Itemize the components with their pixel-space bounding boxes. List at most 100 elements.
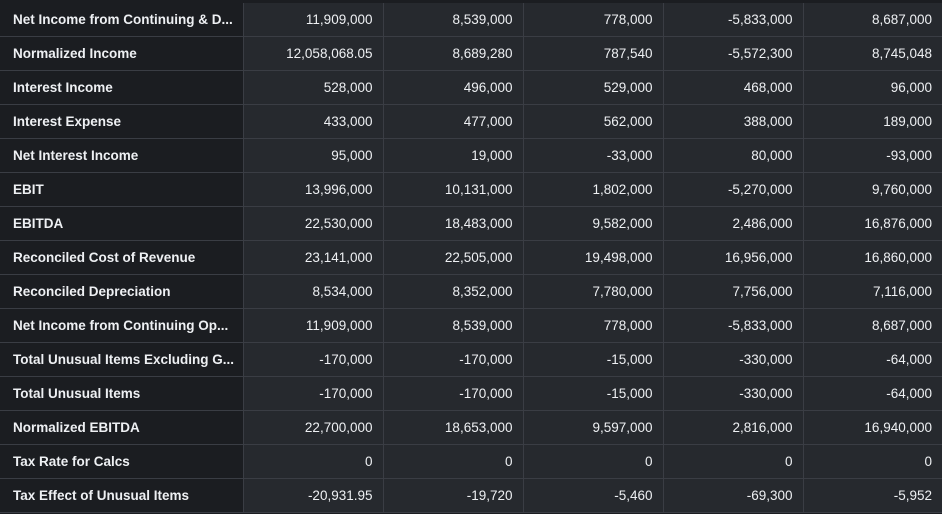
value-cell: 9,582,000 [522, 206, 664, 241]
value-cell: -170,000 [242, 342, 384, 377]
value-cell: 2,486,000 [662, 206, 804, 241]
value-cell: -170,000 [242, 376, 384, 411]
table-row[interactable]: Reconciled Depreciation 8,534,000 8,352,00… [0, 274, 942, 309]
value-cell: 12,058,068.05 [242, 36, 384, 71]
value-cell: 8,539,000 [382, 308, 524, 343]
table-row[interactable]: Net Income from Continuing Op... 11,909,0… [0, 308, 942, 343]
value-cell: 22,505,000 [382, 240, 524, 275]
table-body: Net Income from Continuing & D... 11,909,… [0, 3, 942, 513]
value-cell: 22,700,000 [242, 410, 384, 445]
value-cell: -15,000 [522, 342, 664, 377]
row-label: EBITDA [0, 206, 244, 241]
value-cell: 8,687,000 [802, 3, 942, 37]
table-row[interactable]: Net Income from Continuing & D... 11,909,… [0, 3, 942, 37]
row-label: Interest Income [0, 70, 244, 105]
row-label: Normalized EBITDA [0, 410, 244, 445]
value-cell: 496,000 [382, 70, 524, 105]
value-cell: -64,000 [802, 376, 942, 411]
value-cell: 8,687,000 [802, 308, 942, 343]
value-cell: 2,816,000 [662, 410, 804, 445]
row-label: Net Interest Income [0, 138, 244, 173]
value-cell: -330,000 [662, 376, 804, 411]
value-cell: 778,000 [522, 308, 664, 343]
value-cell: -15,000 [522, 376, 664, 411]
value-cell: 18,653,000 [382, 410, 524, 445]
value-cell: -64,000 [802, 342, 942, 377]
value-cell: 19,498,000 [522, 240, 664, 275]
row-label: Total Unusual Items Excluding G... [0, 342, 244, 377]
table-row[interactable]: Total Unusual Items -170,000 -170,000 -15,0… [0, 376, 942, 411]
table-row[interactable]: EBIT 13,996,000 10,131,000 1,802,000 -5,270,… [0, 172, 942, 207]
value-cell: -20,931.95 [242, 478, 384, 513]
value-cell: -5,952 [802, 478, 942, 513]
income-statement-table: Net Income from Continuing & D... 11,909,… [0, 3, 942, 513]
value-cell: 8,352,000 [382, 274, 524, 309]
value-cell: -170,000 [382, 376, 524, 411]
value-cell: 7,780,000 [522, 274, 664, 309]
value-cell: 96,000 [802, 70, 942, 105]
value-cell: 7,756,000 [662, 274, 804, 309]
table-row[interactable]: Normalized Income 12,058,068.05 8,689,280 7… [0, 36, 942, 71]
row-label: Tax Effect of Unusual Items [0, 478, 244, 513]
table-row[interactable]: Reconciled Cost of Revenue 23,141,000 22,5… [0, 240, 942, 275]
value-cell: 11,909,000 [242, 308, 384, 343]
value-cell: 16,876,000 [802, 206, 942, 241]
value-cell: 9,760,000 [802, 172, 942, 207]
value-cell: 23,141,000 [242, 240, 384, 275]
value-cell: 8,534,000 [242, 274, 384, 309]
value-cell: 19,000 [382, 138, 524, 173]
value-cell: -330,000 [662, 342, 804, 377]
value-cell: 95,000 [242, 138, 384, 173]
value-cell: 0 [802, 444, 942, 479]
table-row[interactable]: EBITDA 22,530,000 18,483,000 9,582,000 2,486… [0, 206, 942, 241]
value-cell: 189,000 [802, 104, 942, 139]
value-cell: 0 [662, 444, 804, 479]
value-cell: 80,000 [662, 138, 804, 173]
row-label: Reconciled Depreciation [0, 274, 244, 309]
value-cell: 529,000 [522, 70, 664, 105]
value-cell: 18,483,000 [382, 206, 524, 241]
value-cell: 9,597,000 [522, 410, 664, 445]
value-cell: -69,300 [662, 478, 804, 513]
table-row[interactable]: Net Interest Income 95,000 19,000 -33,000 80… [0, 138, 942, 173]
table-row[interactable]: Interest Income 528,000 496,000 529,000 468,… [0, 70, 942, 105]
value-cell: 468,000 [662, 70, 804, 105]
table-row[interactable]: Tax Rate for Calcs 0 0 0 0 0 [0, 444, 942, 479]
value-cell: 8,539,000 [382, 3, 524, 37]
value-cell: 16,860,000 [802, 240, 942, 275]
table-row[interactable]: Tax Effect of Unusual Items -20,931.95 -19… [0, 478, 942, 513]
value-cell: -33,000 [522, 138, 664, 173]
value-cell: 11,909,000 [242, 3, 384, 37]
value-cell: 16,956,000 [662, 240, 804, 275]
value-cell: 8,745,048 [802, 36, 942, 71]
row-label: Net Income from Continuing & D... [0, 3, 244, 37]
table-row[interactable]: Normalized EBITDA 22,700,000 18,653,000 9,5… [0, 410, 942, 445]
value-cell: -5,833,000 [662, 308, 804, 343]
row-label: Total Unusual Items [0, 376, 244, 411]
value-cell: 10,131,000 [382, 172, 524, 207]
value-cell: 1,802,000 [522, 172, 664, 207]
value-cell: -5,460 [522, 478, 664, 513]
value-cell: 477,000 [382, 104, 524, 139]
value-cell: 16,940,000 [802, 410, 942, 445]
value-cell: -93,000 [802, 138, 942, 173]
value-cell: 7,116,000 [802, 274, 942, 309]
row-label: Interest Expense [0, 104, 244, 139]
value-cell: 0 [382, 444, 524, 479]
value-cell: 13,996,000 [242, 172, 384, 207]
value-cell: 433,000 [242, 104, 384, 139]
value-cell: -19,720 [382, 478, 524, 513]
row-label: Net Income from Continuing Op... [0, 308, 244, 343]
value-cell: 0 [522, 444, 664, 479]
value-cell: 787,540 [522, 36, 664, 71]
row-label: Normalized Income [0, 36, 244, 71]
value-cell: -5,270,000 [662, 172, 804, 207]
value-cell: 528,000 [242, 70, 384, 105]
value-cell: 0 [242, 444, 384, 479]
table-row[interactable]: Interest Expense 433,000 477,000 562,000 388… [0, 104, 942, 139]
value-cell: 388,000 [662, 104, 804, 139]
row-label: EBIT [0, 172, 244, 207]
value-cell: 562,000 [522, 104, 664, 139]
table-row[interactable]: Total Unusual Items Excluding G... -170,0… [0, 342, 942, 377]
